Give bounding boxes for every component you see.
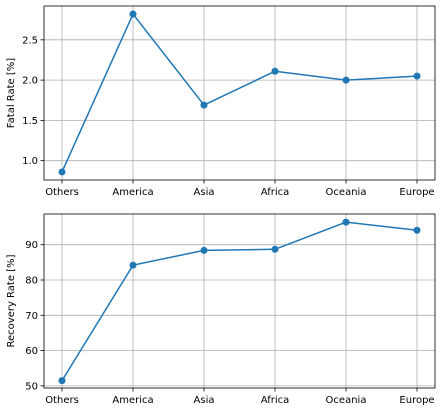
recovery-xtick-label: Oceania: [326, 395, 367, 406]
fatal-ylabel: Fatal Rate [%]: [6, 58, 17, 128]
recovery-point-america: [129, 261, 137, 269]
fatal-ytick-label: 2.0: [22, 76, 38, 87]
fatal-point-africa: [271, 67, 279, 75]
fatal-point-oceania: [342, 76, 350, 84]
fatal-rate-panel: Others America Asia Africa Oceania Europe 1.0 1…: [6, 5, 436, 198]
fatal-ytick-label: 2.5: [22, 35, 38, 46]
fatal-axes-frame: [43, 5, 436, 181]
recovery-ylabel: Recovery Rate [%]: [6, 254, 17, 347]
fatal-point-asia: [200, 101, 208, 109]
recovery-xtick-label: Others: [45, 395, 79, 406]
recovery-rate-panel: Others America Asia Africa Oceania Europe 50 60…: [6, 213, 436, 406]
fatal-xtick-label: America: [112, 187, 153, 198]
recovery-ytick-label: 50: [25, 381, 38, 392]
recovery-xtick-label: Europe: [399, 395, 434, 406]
recovery-xtick-label: America: [112, 395, 153, 406]
fatal-xtick-label: Oceania: [326, 187, 367, 198]
fatal-point-others: [58, 168, 66, 176]
recovery-ytick-label: 60: [25, 346, 38, 357]
recovery-series-line: [61, 221, 418, 381]
recovery-xtick-label: Africa: [261, 395, 290, 406]
recovery-ytick-label: 80: [25, 276, 38, 287]
fatal-xtick-label: Asia: [194, 187, 215, 198]
recovery-axes-frame: [43, 213, 436, 389]
recovery-ytick-label: 90: [25, 240, 38, 251]
fatal-point-europe: [413, 72, 421, 80]
fatal-ytick-label: 1.5: [22, 116, 38, 127]
recovery-point-europe: [413, 226, 421, 234]
recovery-point-others: [58, 377, 66, 385]
fatal-xtick-label: Africa: [261, 187, 290, 198]
fatal-series-line: [61, 12, 418, 173]
fatal-point-america: [129, 10, 137, 18]
fatal-xtick-label: Europe: [399, 187, 434, 198]
recovery-point-asia: [200, 246, 208, 254]
fatal-ytick-label: 1.0: [22, 156, 38, 167]
recovery-point-oceania: [342, 218, 350, 226]
recovery-xtick-label: Asia: [194, 395, 215, 406]
fatal-xtick-label: Others: [45, 187, 79, 198]
recovery-point-africa: [271, 245, 279, 253]
recovery-ytick-label: 70: [25, 311, 38, 322]
